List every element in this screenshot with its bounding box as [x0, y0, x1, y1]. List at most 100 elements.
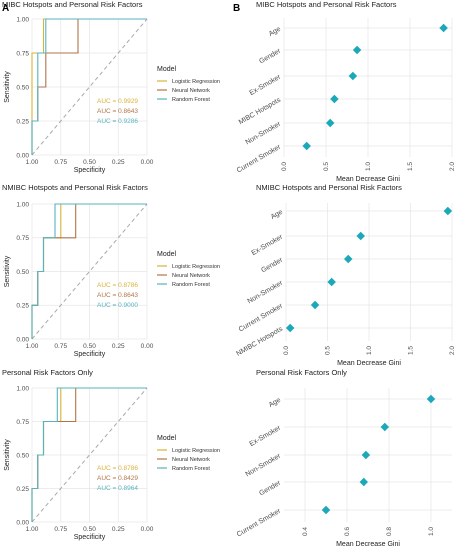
x-tick-label: 0.5	[323, 162, 330, 171]
reference-diagonal	[31, 203, 148, 340]
y-tick-label: 1.00	[16, 201, 29, 208]
x-tick-label: 0.6	[344, 527, 351, 536]
x-tick-label: 0.75	[54, 159, 67, 166]
legend-entry: Logistic Regression	[172, 264, 220, 270]
y-tick-label: 0.00	[16, 152, 29, 159]
x-axis-label: Specificity	[74, 351, 106, 358]
legend-title: Model	[157, 251, 177, 258]
x-tick-label: 0.50	[83, 159, 96, 166]
importance-point	[310, 300, 320, 310]
x-tick-label: 1.0	[366, 346, 373, 355]
y-tick-label: 0.25	[16, 303, 29, 310]
category-label: Gender	[260, 256, 284, 274]
importance-point	[359, 477, 369, 487]
y-tick-label: 0.00	[16, 336, 29, 343]
category-label: Non-Smoker	[244, 120, 282, 146]
roc-line-random-forest	[31, 203, 147, 339]
auc-annotation: AUC = 0.8786	[97, 282, 138, 289]
roc-line-random-forest	[31, 18, 147, 155]
x-tick-label: 0.75	[54, 526, 67, 533]
x-tick-label: 0.00	[141, 526, 154, 533]
importance-point	[302, 141, 311, 151]
y-axis-label: Sensitivity	[4, 439, 11, 471]
reference-diagonal	[31, 18, 148, 156]
legend-title: Model	[157, 66, 177, 73]
y-tick-label: 0.50	[16, 269, 29, 276]
chart-title: NMIBC Hotspots and Personal Risk Factors	[2, 183, 148, 192]
x-tick-label: 0.8	[386, 527, 393, 536]
legend-entry: Neural Network	[172, 88, 210, 94]
y-tick-label: 0.25	[16, 486, 29, 493]
category-label: Age	[268, 397, 282, 409]
panel-letter-a: A	[2, 3, 9, 14]
auc-annotation: AUC = 0.8786	[97, 465, 138, 472]
y-axis-label: Sensitivity	[4, 71, 11, 103]
y-tick-label: 1.00	[16, 16, 29, 23]
y-tick-label: 0.75	[16, 50, 29, 57]
category-label: Current Smoker	[236, 143, 283, 174]
category-label: Gender	[258, 479, 282, 497]
category-label: Ex-Smoker	[249, 73, 283, 97]
category-label: Ex-Smoker	[249, 424, 283, 448]
y-tick-label: 0.75	[16, 419, 29, 426]
category-label: Age	[270, 209, 284, 221]
chart-title: Personal Risk Factors Only	[2, 368, 93, 377]
x-tick-label: 0.0	[281, 162, 288, 171]
x-tick-label: 0.0	[283, 346, 290, 355]
chart-title: Personal Risk Factors Only	[256, 368, 347, 377]
category-label: Ex-Smoker	[251, 233, 285, 257]
auc-annotation: AUC = 0.9286	[97, 118, 138, 125]
y-tick-label: 0.50	[16, 84, 29, 91]
x-axis-label: Mean Decrease Gini	[336, 541, 400, 548]
category-label: Gender	[258, 47, 282, 65]
importance-point	[361, 450, 371, 460]
importance-point	[321, 505, 331, 515]
legend-entry: Neural Network	[172, 273, 210, 279]
importance-point	[426, 394, 436, 404]
x-tick-label: 0.00	[141, 159, 154, 166]
legend-entry: Random Forest	[172, 282, 210, 288]
x-tick-label: 0.5	[325, 346, 332, 355]
importance-point	[330, 94, 339, 104]
x-tick-label: 0.50	[83, 343, 96, 350]
importance-point	[352, 45, 362, 55]
chart-title: NMIBC Hotspots and Personal Risk Factors	[256, 183, 402, 192]
x-tick-label: 0.25	[112, 343, 125, 350]
roc-chart-2: NMIBC Hotspots and Personal Risk Factors…	[2, 183, 220, 358]
legend-entry: Neural Network	[172, 457, 210, 463]
y-axis-label: Sensitivity	[4, 255, 11, 287]
x-tick-label: 0.4	[302, 527, 309, 536]
auc-annotation: AUC = 0.9000	[97, 302, 138, 309]
reference-diagonal	[31, 387, 148, 523]
y-tick-label: 0.25	[16, 118, 29, 125]
x-tick-label: 0.25	[112, 159, 125, 166]
y-tick-label: 0.50	[16, 452, 29, 459]
auc-annotation: AUC = 0.8429	[97, 475, 138, 482]
roc-chart-1: MIBC Hotspots and Personal Risk Factors 1…	[2, 0, 220, 174]
x-tick-label: 1.5	[407, 162, 414, 171]
chart-title: MIBC Hotspots and Personal Risk Factors	[256, 0, 397, 9]
roc-line-random-forest	[31, 387, 147, 522]
x-tick-label: 0.50	[83, 526, 96, 533]
importance-point	[344, 254, 353, 264]
y-tick-label: 0.75	[16, 235, 29, 242]
legend-title: Model	[157, 435, 177, 442]
x-tick-label: 2.0	[449, 346, 456, 355]
category-label: Non-Smoker	[246, 279, 284, 305]
x-axis-label: Mean Decrease Gini	[337, 360, 401, 367]
x-tick-label: 2.0	[449, 162, 456, 171]
x-tick-label: 0.25	[112, 526, 125, 533]
importance-chart-2: NMIBC Hotspots and Personal Risk Factors…	[235, 183, 456, 367]
importance-point	[439, 23, 448, 33]
x-axis-label: Specificity	[74, 167, 106, 174]
x-tick-label: 0.00	[141, 343, 154, 350]
x-tick-label: 1.00	[26, 343, 39, 350]
x-tick-label: 0.75	[54, 343, 67, 350]
importance-chart-3: Personal Risk Factors Only 0.4 0.6 0.8 1.0 Cu…	[236, 368, 452, 548]
importance-chart-1: MIBC Hotspots and Personal Risk Factors 0…	[236, 0, 456, 183]
auc-annotation: AUC = 0.8964	[97, 485, 138, 492]
x-tick-label: 1.00	[26, 526, 39, 533]
x-tick-label: 1.5	[408, 346, 415, 355]
